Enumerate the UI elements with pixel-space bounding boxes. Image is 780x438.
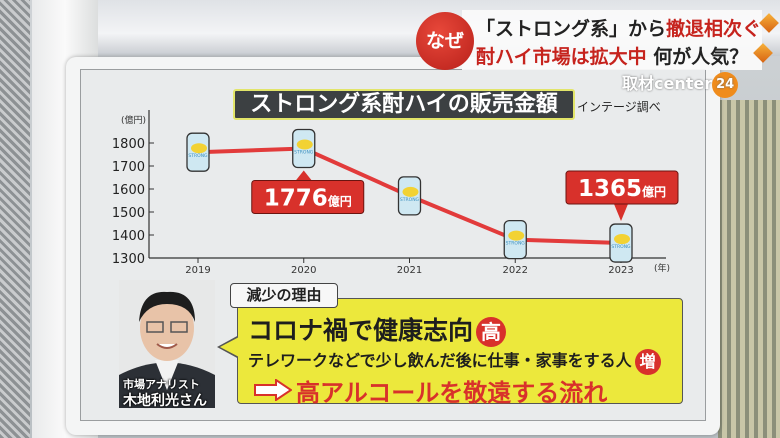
x-tick-label: 2022 [503, 265, 528, 276]
reason-1-text: コロナ禍で健康志向 [248, 316, 474, 345]
x-tick-label: 2019 [185, 265, 210, 276]
svg-text:STRONG: STRONG [611, 244, 631, 250]
svg-text:1776億円: 1776億円 [264, 186, 352, 212]
line-chart: (億円) (年) 1800 1700 1600 1500 1400 1300 2019 2020 2… [112, 110, 679, 276]
svg-text:STRONG: STRONG [294, 150, 314, 156]
svg-text:1365億円: 1365億円 [578, 176, 666, 202]
svg-text:STRONG: STRONG [506, 241, 526, 247]
y-axis-unit: (億円) [121, 114, 146, 126]
svg-text:STRONG: STRONG [400, 197, 420, 203]
logo-badge: 24 [712, 71, 739, 98]
reason-2-badge: 増 [634, 348, 661, 375]
naze-badge: なぜ [416, 12, 474, 70]
chart-source: インテージ調べ [577, 100, 661, 114]
analyst-name: 木地利光さん [123, 393, 207, 409]
headline-line-2: 酎ハイ市場は拡大中 何が人気？ [476, 42, 748, 69]
callout-unit: 億円 [328, 194, 352, 209]
callout-value: 1365 [578, 176, 642, 202]
callout-unit: 億円 [642, 184, 666, 199]
data-point-can: STRONG [186, 132, 210, 172]
headline-2b: 何が人気？ [653, 46, 749, 68]
value-callout: 1776億円 [251, 170, 365, 215]
headline-line-1: 「ストロング系」から撤退相次ぐ [476, 14, 761, 41]
headline-banner: 「ストロング系」から撤退相次ぐ 酎ハイ市場は拡大中 何が人気？ [462, 10, 762, 70]
y-tick-label: 1600 [112, 183, 145, 198]
x-tick-label: 2020 [291, 265, 316, 276]
svg-text:STRONG: STRONG [188, 153, 208, 159]
data-point-can: STRONG [397, 176, 422, 216]
headline-1a: 「ストロング系」から [476, 18, 667, 40]
reason-2-text: テレワークなどで少し飲んだ後に仕事・家事をする人 [248, 351, 632, 370]
speech-pointer-fill [220, 337, 239, 357]
x-tick-label: 2021 [397, 265, 422, 276]
studio-background-right [718, 100, 780, 438]
display-board: ストロング系酎ハイの販売金額 インテージ調べ (億円) (年) 1800 1700 16… [66, 57, 720, 435]
headline-1b: 撤退相次ぐ [666, 18, 762, 40]
value-callout: 1365億円 [565, 170, 679, 222]
y-tick-label: 1300 [112, 252, 145, 267]
x-tick-label: 2023 [608, 265, 633, 276]
x-axis-unit: (年) [654, 262, 670, 274]
reason-line-2: テレワークなどで少し飲んだ後に仕事・家事をする人増 [248, 347, 661, 375]
y-tick-label: 1800 [112, 137, 145, 152]
y-tick-label: 1700 [112, 160, 145, 175]
analyst-role: 市場アナリスト [123, 378, 200, 391]
board-panel: ストロング系酎ハイの販売金額 インテージ調べ (億円) (年) 1800 1700 16… [80, 69, 706, 421]
studio-background-left [0, 0, 30, 438]
analyst-photo [119, 280, 215, 408]
data-point-can: STRONG [609, 223, 633, 263]
data-point-can: STRONG [503, 219, 527, 260]
channel-logo: 取材center 24 [622, 70, 739, 98]
callout-value: 1776 [264, 186, 328, 212]
y-tick-label: 1500 [112, 206, 145, 221]
chart-title: ストロング系酎ハイの販売金額 [233, 89, 575, 120]
y-tick-label: 1400 [112, 229, 145, 244]
reason-conclusion: 高アルコールを敬遠する流れ [296, 379, 608, 407]
reason-line-1: コロナ禍で健康志向高 [248, 311, 507, 347]
analyst-portrait-icon [119, 291, 215, 408]
reason-box: コロナ禍で健康志向高 テレワークなどで少し飲んだ後に仕事・家事をする人増 高アル… [237, 298, 683, 407]
reason-1-badge: 高 [476, 317, 507, 347]
headline-2a: 酎ハイ市場は拡大中 [476, 46, 647, 68]
reason-tag: 減少の理由 [230, 283, 338, 308]
logo-text: 取材center [622, 74, 713, 93]
data-point-can: STRONG [292, 128, 316, 169]
arrow-right-icon [254, 379, 292, 401]
